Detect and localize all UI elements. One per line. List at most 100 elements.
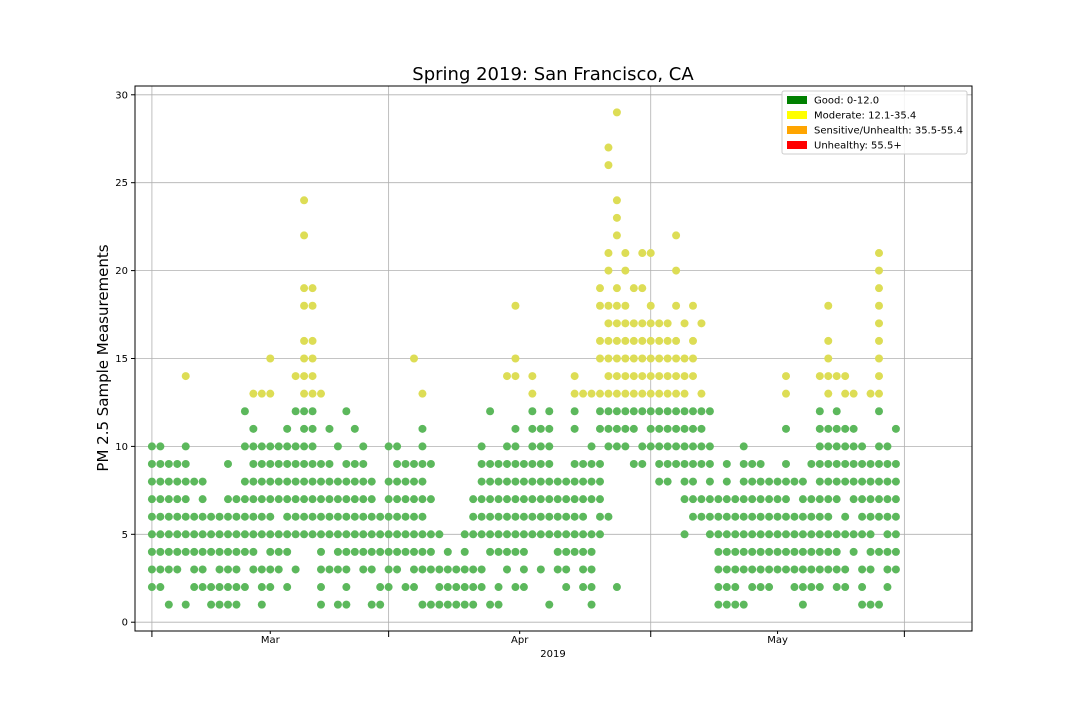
data-point	[841, 459, 850, 468]
data-point	[198, 512, 207, 521]
data-point	[782, 389, 790, 398]
data-point	[536, 530, 545, 539]
data-point	[798, 495, 807, 504]
data-point	[308, 301, 317, 310]
data-point	[832, 407, 841, 416]
data-point	[748, 459, 757, 468]
data-point	[562, 530, 571, 539]
data-point	[173, 530, 182, 539]
data-point	[266, 354, 275, 363]
data-point	[562, 477, 571, 486]
data-point	[384, 477, 393, 486]
data-point	[739, 477, 748, 486]
data-point	[790, 565, 799, 574]
data-point	[536, 424, 545, 433]
data-point	[858, 495, 867, 504]
data-point	[596, 459, 604, 468]
data-point	[604, 336, 613, 345]
data-point	[401, 495, 410, 504]
data-point	[350, 512, 359, 521]
data-point	[494, 459, 503, 468]
data-point	[672, 231, 681, 240]
data-point	[646, 249, 655, 258]
data-point	[342, 547, 351, 556]
data-point	[705, 459, 714, 468]
data-point	[579, 495, 588, 504]
data-point	[393, 565, 402, 574]
data-point	[612, 442, 621, 451]
data-point	[325, 512, 334, 521]
data-point	[426, 565, 435, 574]
data-point	[756, 547, 765, 556]
data-point	[156, 530, 165, 539]
data-point	[815, 459, 824, 468]
data-point	[680, 319, 689, 328]
data-point	[291, 565, 300, 574]
data-point	[638, 459, 647, 468]
data-point	[824, 512, 833, 521]
data-point	[638, 284, 647, 293]
data-point	[680, 354, 689, 363]
data-point	[325, 495, 334, 504]
data-point	[612, 231, 621, 240]
data-point	[798, 565, 807, 574]
data-point	[596, 301, 604, 310]
data-point	[503, 495, 511, 504]
data-point	[612, 336, 621, 345]
data-point	[232, 495, 241, 504]
data-point	[300, 336, 309, 345]
data-point	[782, 530, 790, 539]
data-point	[596, 530, 604, 539]
data-point	[511, 424, 520, 433]
data-point	[875, 477, 883, 486]
data-point	[418, 547, 427, 556]
data-point	[621, 249, 630, 258]
data-point	[891, 459, 900, 468]
data-point	[663, 354, 672, 363]
data-point	[342, 565, 351, 574]
data-point	[646, 424, 655, 433]
data-point	[300, 284, 309, 293]
data-point	[739, 530, 748, 539]
data-point	[680, 495, 689, 504]
data-point	[181, 530, 190, 539]
data-point	[875, 372, 883, 381]
data-point	[570, 495, 579, 504]
data-point	[317, 389, 325, 398]
data-point	[418, 389, 427, 398]
data-point	[384, 495, 393, 504]
data-point	[866, 495, 875, 504]
data-point	[562, 512, 571, 521]
data-point	[875, 547, 883, 556]
data-point	[815, 372, 824, 381]
data-point	[621, 424, 630, 433]
data-point	[596, 495, 604, 504]
data-point	[367, 600, 376, 609]
data-point	[646, 319, 655, 328]
data-point	[156, 583, 165, 592]
data-point	[528, 495, 537, 504]
data-point	[714, 495, 723, 504]
data-point	[629, 319, 638, 328]
data-point	[401, 530, 410, 539]
data-point	[418, 495, 427, 504]
data-point	[308, 389, 317, 398]
data-point	[663, 389, 672, 398]
data-point	[705, 512, 714, 521]
data-point	[486, 459, 495, 468]
data-point	[333, 547, 342, 556]
data-point	[503, 530, 511, 539]
data-point	[646, 354, 655, 363]
data-point	[579, 547, 588, 556]
data-point	[790, 547, 799, 556]
data-point	[612, 389, 621, 398]
data-point	[866, 565, 875, 574]
data-point	[587, 530, 596, 539]
data-point	[376, 583, 385, 592]
data-point	[689, 495, 697, 504]
data-point	[722, 547, 731, 556]
data-point	[426, 547, 435, 556]
data-point	[367, 547, 376, 556]
legend-swatch	[787, 141, 807, 149]
data-point	[832, 424, 841, 433]
